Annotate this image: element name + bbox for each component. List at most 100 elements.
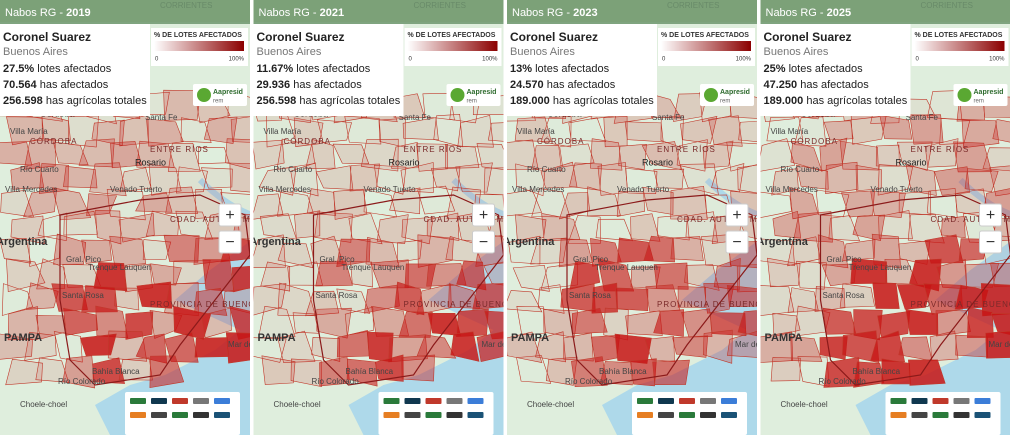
department <box>772 313 801 338</box>
sponsor-logo <box>974 412 991 418</box>
department <box>569 162 602 191</box>
map-label: CDAD. AUTÓNOMA BUENOS AIRES <box>170 215 331 224</box>
department <box>125 311 154 340</box>
department <box>397 239 423 263</box>
department <box>905 164 937 196</box>
department <box>590 138 623 171</box>
location: Coronel Suarez <box>257 30 345 44</box>
zoom-label[interactable]: − <box>732 234 741 251</box>
map-label: CÓRDOBA <box>284 137 331 146</box>
zoom-button[interactable] <box>979 203 1002 227</box>
department <box>315 260 353 287</box>
department <box>401 217 434 245</box>
stat: 189.000 has agrícolas totales <box>764 95 908 107</box>
header-bar <box>760 0 1010 24</box>
stat-label: has agrícolas totales <box>553 95 654 107</box>
department <box>507 189 543 217</box>
stat: 189.000 has agrícolas totales <box>510 95 654 107</box>
department <box>336 288 371 314</box>
department <box>109 235 147 267</box>
header-title: Nabos RG - 2025 <box>766 7 852 19</box>
department <box>389 187 421 215</box>
sponsor-logo <box>425 398 442 404</box>
map-label: Villa María <box>264 127 302 136</box>
department <box>990 313 1010 335</box>
river <box>958 177 1010 218</box>
zoom-button[interactable] <box>218 230 242 254</box>
department <box>290 358 322 387</box>
department <box>516 305 546 336</box>
department <box>163 234 200 263</box>
department <box>253 283 287 316</box>
department <box>476 143 504 170</box>
map-label: Santa Fe <box>399 113 432 122</box>
map-label: CÓRDOBA <box>791 137 838 146</box>
department <box>258 306 296 339</box>
department <box>455 162 493 193</box>
department <box>702 329 733 364</box>
zoom-label[interactable]: + <box>225 207 234 224</box>
department <box>306 188 337 216</box>
logo-name: Aapresid <box>720 89 750 96</box>
stat-value: 25% <box>764 63 786 75</box>
department <box>202 259 235 292</box>
map-label: PAMPA <box>4 332 42 344</box>
department <box>817 234 849 269</box>
department <box>933 166 970 196</box>
stat-value: 70.564 <box>3 79 38 91</box>
department <box>229 305 250 340</box>
stat-label: lotes afectados <box>296 63 370 75</box>
map-label: Venado Tuerto <box>110 185 163 194</box>
department <box>760 138 796 172</box>
department <box>277 282 316 317</box>
river <box>704 177 757 218</box>
stat-label: has afectados <box>800 79 869 91</box>
zoom-button[interactable] <box>472 230 495 254</box>
map-label: Villa Mercedes <box>5 185 57 194</box>
zoom-button[interactable] <box>725 203 749 227</box>
department <box>569 260 601 290</box>
department <box>24 331 57 361</box>
department <box>10 215 45 245</box>
department <box>41 113 71 141</box>
ocean <box>348 241 504 435</box>
department <box>657 214 690 241</box>
department <box>398 311 433 338</box>
zoom-label[interactable]: − <box>986 234 995 251</box>
zoom-button[interactable] <box>218 203 242 227</box>
zoom-label[interactable]: + <box>732 207 741 224</box>
legend-title: % DE LOTES AFECTADOS <box>408 32 496 39</box>
zoom-button[interactable] <box>979 230 1002 254</box>
department <box>929 330 959 362</box>
sponsor-logo <box>721 412 737 418</box>
department <box>483 261 504 286</box>
zoom-label[interactable]: − <box>225 234 234 251</box>
department <box>540 161 578 189</box>
department <box>0 238 32 264</box>
department <box>819 137 848 172</box>
department <box>253 139 285 170</box>
department <box>365 237 400 268</box>
zoom-button[interactable] <box>472 203 495 227</box>
department <box>6 258 46 293</box>
department <box>793 211 833 243</box>
zoom-label[interactable]: + <box>986 207 995 224</box>
map-label: Villa Mercedes <box>512 185 564 194</box>
map-label: CÓRDOBA <box>30 137 77 146</box>
department <box>772 210 802 239</box>
zoom-label[interactable]: − <box>479 234 488 251</box>
map-label: Santa Rosa <box>569 291 611 300</box>
zoom-label[interactable]: + <box>479 207 488 224</box>
stat-label: lotes afectados <box>789 63 863 75</box>
map-label: Venado Tuerto <box>871 185 924 194</box>
department <box>167 142 201 172</box>
department <box>348 212 383 245</box>
zoom-button[interactable] <box>725 230 749 254</box>
department <box>293 117 324 147</box>
map-panel: CORRIENTESCórdobaCÓRDOBAENTRE RÍOSSanta … <box>0 0 331 435</box>
map-label: Villa Mercedes <box>259 185 311 194</box>
sponsor-logo <box>193 398 209 404</box>
sponsor-logo <box>425 412 442 418</box>
department <box>515 163 546 197</box>
map-label: Rosario <box>896 157 927 167</box>
